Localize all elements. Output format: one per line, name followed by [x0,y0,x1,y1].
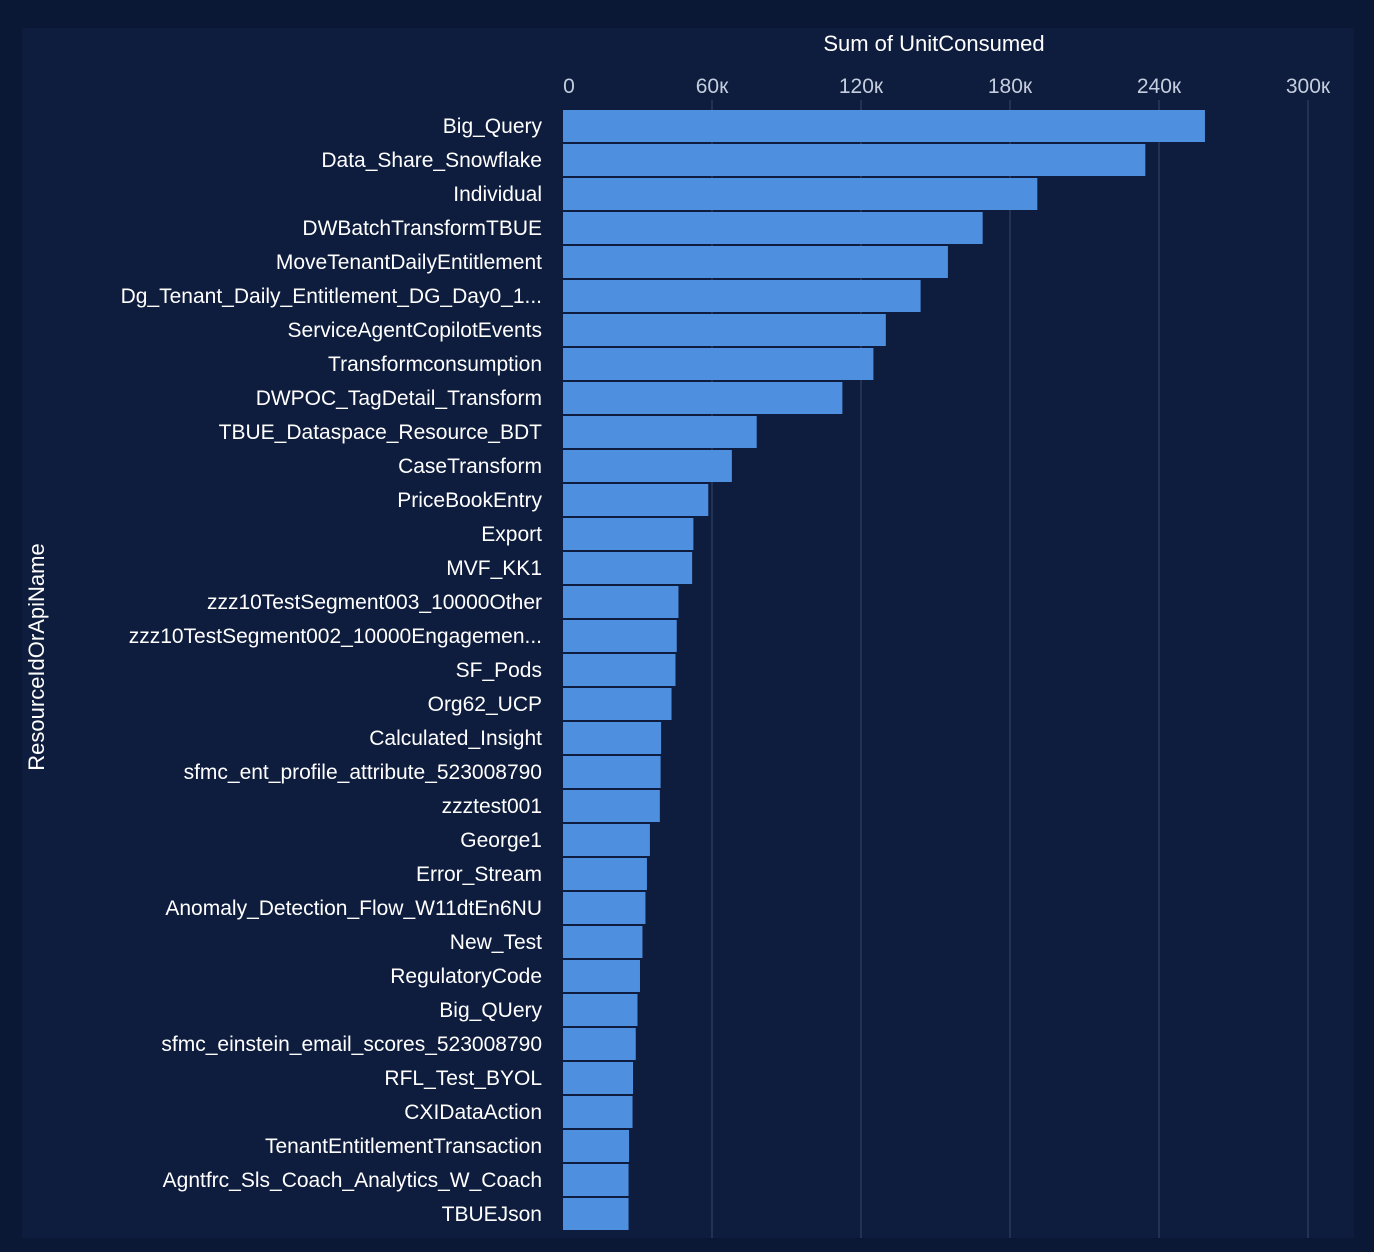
category-label: Export [481,523,542,546]
category-label: CXIDataAction [404,1101,542,1124]
bar[interactable] [563,654,676,686]
bar[interactable] [563,450,732,482]
x-tick-label: 60к [696,75,729,98]
category-label: Agntfrc_Sls_Coach_Analytics_W_Coach [163,1169,542,1192]
category-label: sfmc_einstein_email_scores_523008790 [161,1033,542,1056]
bar[interactable] [563,756,661,788]
category-label: Calculated_Insight [369,727,542,750]
bar[interactable] [563,994,638,1026]
category-label: MVF_KK1 [446,557,542,580]
category-label: TenantEntitlementTransaction [265,1135,542,1158]
x-ticks: 0 60к 120к 180к 240к 300к [563,75,1331,98]
bar[interactable] [563,212,983,244]
category-label: CaseTransform [398,455,542,478]
bar[interactable] [563,1062,634,1094]
bar[interactable] [563,416,757,448]
x-tick-label: 240к [1137,75,1182,98]
category-label: RFL_Test_BYOL [384,1067,542,1090]
category-labels: Big_Query Data_Share_Snowflake Individual D… [121,115,543,1226]
bar[interactable] [563,858,647,890]
bar[interactable] [563,1164,629,1196]
bar[interactable] [563,178,1038,210]
category-label: George1 [460,829,542,852]
bar[interactable] [563,348,874,380]
bar[interactable] [563,518,694,550]
category-label: Org62_UCP [428,693,542,716]
category-label: Data_Share_Snowflake [321,149,542,172]
category-label: TBUE_Dataspace_Resource_BDT [219,421,542,444]
bars [563,110,1205,1230]
bar[interactable] [563,586,679,618]
bar[interactable] [563,280,921,312]
bar[interactable] [563,892,646,924]
bar[interactable] [563,144,1146,176]
bar[interactable] [563,790,660,822]
category-label: Big_Query [443,115,543,138]
x-axis-title: Sum of UnitConsumed [823,31,1044,56]
bar[interactable] [563,688,672,720]
bar[interactable] [563,1198,629,1230]
category-label: TBUEJson [442,1203,542,1226]
x-tick-label: 120к [839,75,884,98]
category-label: zzz10TestSegment002_10000Engagemen... [129,625,542,648]
bar[interactable] [563,926,643,958]
category-label: ServiceAgentCopilotEvents [288,319,542,342]
bar[interactable] [563,382,843,414]
bar[interactable] [563,824,650,856]
category-label: Big_QUery [439,999,542,1022]
category-label: RegulatoryCode [390,965,542,988]
bar[interactable] [563,620,677,652]
bar[interactable] [563,1096,633,1128]
x-tick-label: 300к [1286,75,1331,98]
category-label: zzztest001 [442,795,542,818]
bar[interactable] [563,1130,630,1162]
bar[interactable] [563,484,709,516]
bar[interactable] [563,1028,636,1060]
bar[interactable] [563,110,1205,142]
category-label: SF_Pods [456,659,542,682]
y-axis-title: ResourceIdOrApiName [24,543,49,770]
bar[interactable] [563,552,693,584]
category-label: DWPOC_TagDetail_Transform [256,387,542,410]
category-label: PriceBookEntry [397,489,542,512]
bar[interactable] [563,246,948,278]
bar[interactable] [563,314,886,346]
category-label: Dg_Tenant_Daily_Entitlement_DG_Day0_1... [121,285,542,308]
category-label: MoveTenantDailyEntitlement [276,251,542,274]
x-tick-label: 180к [988,75,1033,98]
x-tick-label: 0 [563,75,575,98]
category-label: DWBatchTransformTBUE [302,217,542,240]
category-label: Anomaly_Detection_Flow_W11dtEn6NU [165,897,542,920]
category-label: New_Test [450,931,542,954]
bar[interactable] [563,722,662,754]
category-label: zzz10TestSegment003_10000Other [207,591,542,614]
bar[interactable] [563,960,640,992]
category-label: Transformconsumption [328,353,542,376]
category-label: Individual [453,183,542,206]
category-label: sfmc_ent_profile_attribute_523008790 [184,761,542,784]
bottom-mask [0,1238,1374,1252]
category-label: Error_Stream [416,863,542,886]
